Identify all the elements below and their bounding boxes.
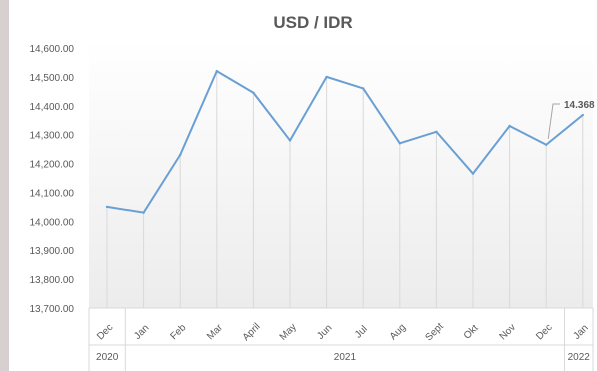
data-point: [325, 75, 328, 79]
x-tick-label: Mar: [205, 322, 225, 342]
data-point: [362, 87, 365, 90]
y-tick-label: 14,500.00: [30, 73, 75, 84]
data-point: [545, 143, 548, 146]
data-point: [398, 142, 401, 145]
year-axis: 2020 2021 2022: [88, 308, 594, 371]
x-tick-label: Jun: [315, 323, 334, 342]
chart-title: USD / IDR: [273, 13, 352, 32]
y-tick-label: 13,900.00: [30, 246, 75, 257]
y-tick-label: 14,000.00: [30, 217, 75, 228]
x-tick-label: Aug: [388, 322, 408, 342]
x-tick-label: Dec: [534, 322, 554, 342]
data-point: [105, 205, 109, 209]
y-tick-label: 14,200.00: [30, 160, 75, 171]
data-point: [252, 91, 255, 94]
annotation-label: 14.368: [564, 100, 595, 111]
series-line: [106, 70, 584, 214]
year-label: 2020: [96, 352, 119, 363]
y-tick-label: 14,100.00: [30, 188, 75, 199]
x-tick-label: Jan: [571, 323, 590, 342]
data-point: [471, 172, 475, 175]
data-point: [179, 153, 182, 157]
x-tick-label: Jul: [353, 324, 370, 341]
x-axis-ticks: Dec Jan Feb Mar April May Jun Jul Aug Sept Okt Nov D…: [95, 321, 591, 343]
data-point: [288, 139, 292, 142]
x-tick-label: Nov: [498, 322, 518, 342]
series-layer: [105, 69, 584, 214]
x-tick-label: May: [278, 322, 299, 343]
x-tick-label: Sept: [423, 321, 445, 343]
chart-left-border: [0, 0, 9, 371]
data-point: [508, 124, 511, 128]
annotation-layer: 14.368: [547, 100, 595, 139]
x-tick-label: April: [241, 321, 263, 343]
y-tick-label: 13,700.00: [30, 304, 75, 315]
annotation-leader: [547, 103, 560, 139]
data-point: [142, 211, 145, 214]
y-tick-label: 14,400.00: [30, 102, 75, 113]
year-label: 2021: [334, 352, 357, 363]
x-tick-label: Okt: [462, 323, 481, 342]
year-label: 2022: [568, 352, 591, 363]
y-tick-label: 13,800.00: [30, 275, 75, 286]
y-tick-label: 14,600.00: [30, 44, 75, 55]
y-tick-label: 14,300.00: [30, 131, 75, 142]
x-tick-label: Feb: [168, 322, 188, 342]
data-point: [581, 113, 584, 117]
x-tick-label: Jan: [132, 323, 151, 342]
y-axis-ticks: 14,600.00 14,500.00 14,400.00 14,300.00 14,2…: [30, 44, 75, 315]
grid-lines: [89, 71, 593, 309]
data-point: [215, 69, 218, 73]
plot-area: [89, 40, 593, 308]
data-point: [435, 130, 438, 133]
x-tick-label: Dec: [95, 322, 115, 342]
